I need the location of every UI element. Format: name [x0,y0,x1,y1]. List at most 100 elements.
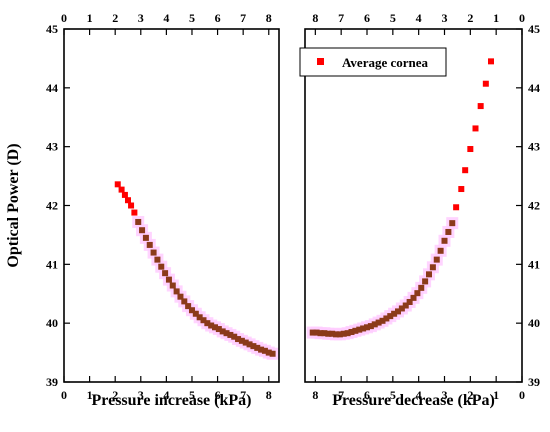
x-tick-label: 5 [390,388,396,402]
data-point [131,209,138,216]
data-point [433,256,440,263]
data-point [223,330,230,337]
data-point [196,314,203,321]
x-tick-label: 2 [112,388,118,402]
y-tick-label-right: 45 [528,22,540,36]
data-point [371,321,378,328]
data-point [340,330,347,337]
data-point [445,228,452,235]
data-point [360,325,367,332]
data-point [181,298,188,305]
plot-frame-increase [63,28,280,383]
data-point [231,333,238,340]
x-axis-title-decrease: Pressure decrease (kPa) [332,392,495,409]
x-tick-label: 3 [138,388,144,402]
data-point [449,220,456,227]
y-tick-label-right: 39 [528,375,540,389]
data-point [227,331,234,338]
data-point [364,324,370,331]
data-point [352,327,359,334]
data-point [250,343,257,350]
legend-label: Average cornea [342,55,429,70]
x-tick-label-top: 3 [442,11,448,25]
data-point [462,167,469,174]
data-point [235,336,242,343]
data-point [356,326,363,333]
data-point [212,324,219,331]
data-point [383,315,390,322]
data-point [204,320,211,327]
data-point [458,186,465,193]
data-point [333,331,339,338]
data-point [410,294,417,301]
data-point [128,202,135,209]
x-tick-label-top: 4 [163,11,169,25]
y-tick-label-right: 43 [528,140,540,154]
x-axis-title-increase: Pressure increase (kPa) [92,392,252,409]
y-tick-label-right: 44 [528,81,540,95]
y-tick-label: 40 [46,316,58,330]
x-tick-label-top: 2 [112,11,118,25]
x-tick-label: 3 [442,388,448,402]
data-point [472,125,479,132]
y-tick-label: 42 [46,199,58,213]
data-point [121,191,128,198]
data-point [321,330,328,337]
data-point [261,347,268,354]
data-point [146,241,153,248]
x-tick-label-top: 1 [493,11,499,25]
data-point [422,278,429,285]
data-point [437,247,444,254]
x-tick-label-top: 4 [416,11,422,25]
y-tick-label: 39 [46,375,58,389]
x-tick-label: 1 [87,388,93,402]
data-point [391,310,398,317]
y-tick-label: 45 [46,22,58,36]
data-point [254,344,261,351]
legend: Average cornea [299,47,447,77]
x-tick-label: 0 [61,388,67,402]
data-point [185,303,192,310]
legend-box [299,47,447,77]
x-tick-label: 6 [364,388,370,402]
data-point [162,270,169,277]
data-point [177,293,184,300]
data-point [398,305,405,312]
x-tick-label: 4 [416,388,422,402]
data-point [242,339,249,346]
y-tick-label: 41 [46,257,58,271]
data-point [329,330,336,337]
data-point [488,58,494,65]
data-point [118,186,125,193]
data-point [139,227,146,234]
data-point [387,313,394,320]
series-decrease [309,58,494,338]
x-tick-label: 0 [519,388,525,402]
x-tick-label-top: 1 [87,11,93,25]
x-tick-label: 5 [189,388,195,402]
data-point [429,264,436,271]
data-point [367,323,374,330]
data-point [173,288,180,295]
y-tick-label: 44 [46,81,58,95]
data-point [467,146,474,153]
x-tick-label-top: 0 [519,11,525,25]
data-point [348,328,355,335]
data-point [150,249,157,256]
x-tick-label: 7 [240,388,246,402]
data-point [165,276,172,283]
data-point [192,310,199,317]
data-point [269,350,276,357]
data-point [258,346,265,353]
x-tick-label-top: 8 [312,11,318,25]
data-point [158,263,165,270]
data-point [309,329,316,336]
y-tick-label-right: 41 [528,257,540,271]
data-point [375,319,382,326]
x-tick-label: 8 [266,388,272,402]
data-point [414,290,421,297]
